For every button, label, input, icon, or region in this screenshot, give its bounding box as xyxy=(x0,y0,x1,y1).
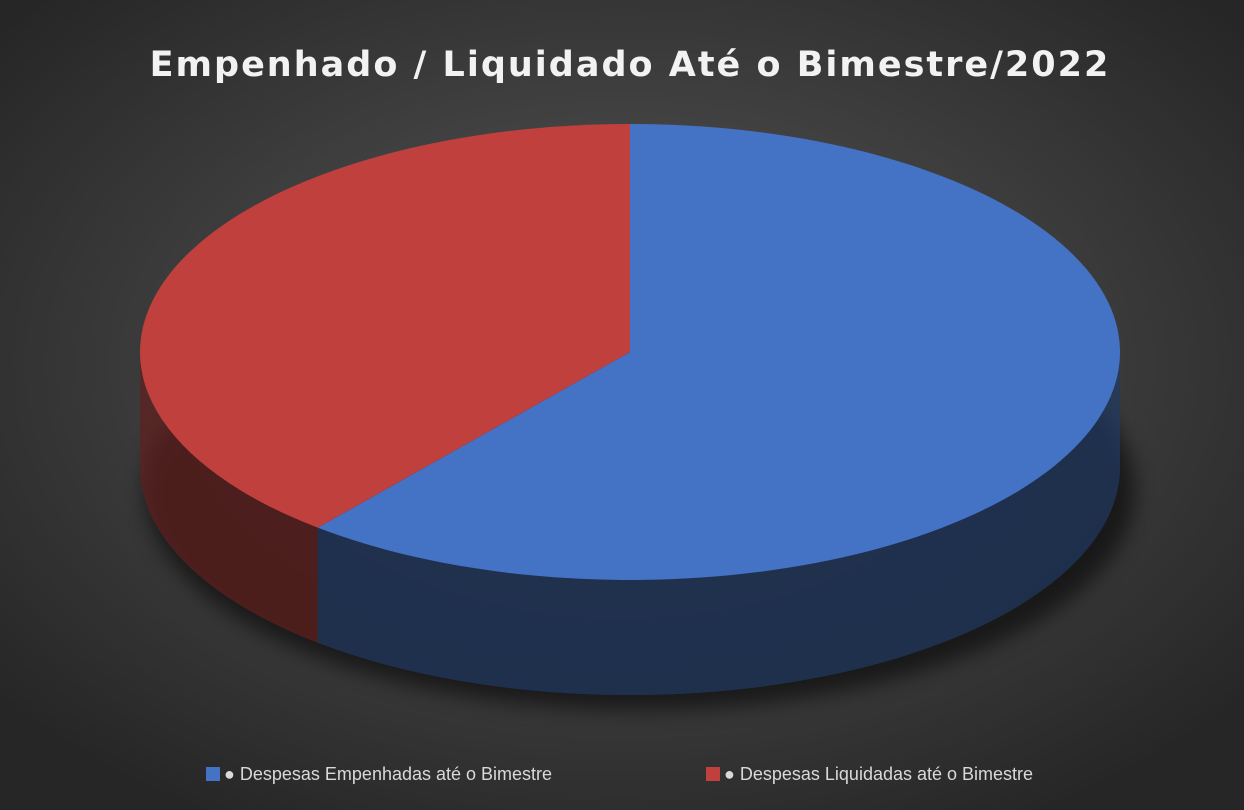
legend-swatch xyxy=(706,767,720,781)
slice-side xyxy=(317,352,1120,695)
slice xyxy=(317,124,1121,580)
legend-swatch xyxy=(206,767,220,781)
slice-side-shade xyxy=(317,352,1120,695)
legend-label: ● Despesas Liquidadas até o Bimestre xyxy=(724,764,1033,784)
slice-side-shade xyxy=(139,352,318,643)
legend-label: ● Despesas Empenhadas até o Bimestre xyxy=(224,764,552,784)
slice-side xyxy=(139,352,318,643)
chart-title: Empenhado / Liquidado Até o Bimestre/202… xyxy=(150,45,1111,85)
slice xyxy=(140,124,630,528)
